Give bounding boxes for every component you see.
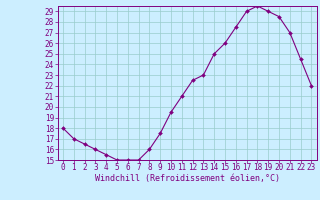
X-axis label: Windchill (Refroidissement éolien,°C): Windchill (Refroidissement éolien,°C)	[95, 174, 280, 183]
